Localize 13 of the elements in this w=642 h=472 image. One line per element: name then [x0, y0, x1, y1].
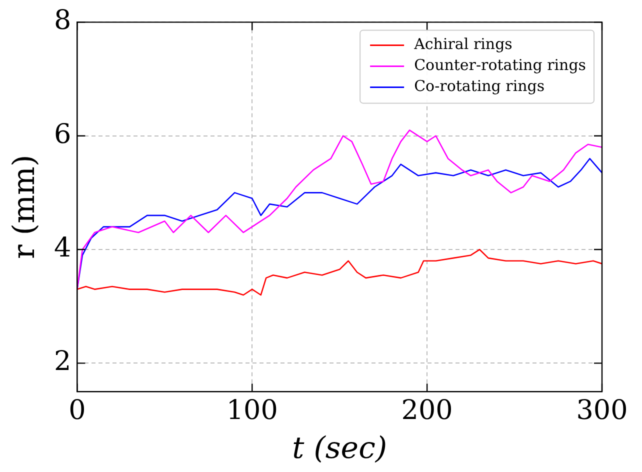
x-tick-label: 300 — [576, 394, 628, 426]
y-tick-label: 4 — [54, 232, 72, 264]
y-tick-label: 6 — [54, 118, 72, 150]
legend-label: Co-rotating rings — [414, 77, 545, 96]
x-tick-label: 200 — [401, 394, 453, 426]
legend-label: Achiral rings — [413, 35, 512, 54]
y-tick-label: 8 — [54, 5, 72, 36]
x-tick-label: 100 — [226, 394, 278, 426]
y-tick-label: 2 — [54, 346, 72, 378]
y-axis-title: r (mm) — [6, 154, 42, 259]
x-axis-title: t (sec) — [292, 430, 388, 466]
x-tick-label: 0 — [68, 394, 86, 426]
legend-label: Counter-rotating rings — [414, 56, 586, 74]
